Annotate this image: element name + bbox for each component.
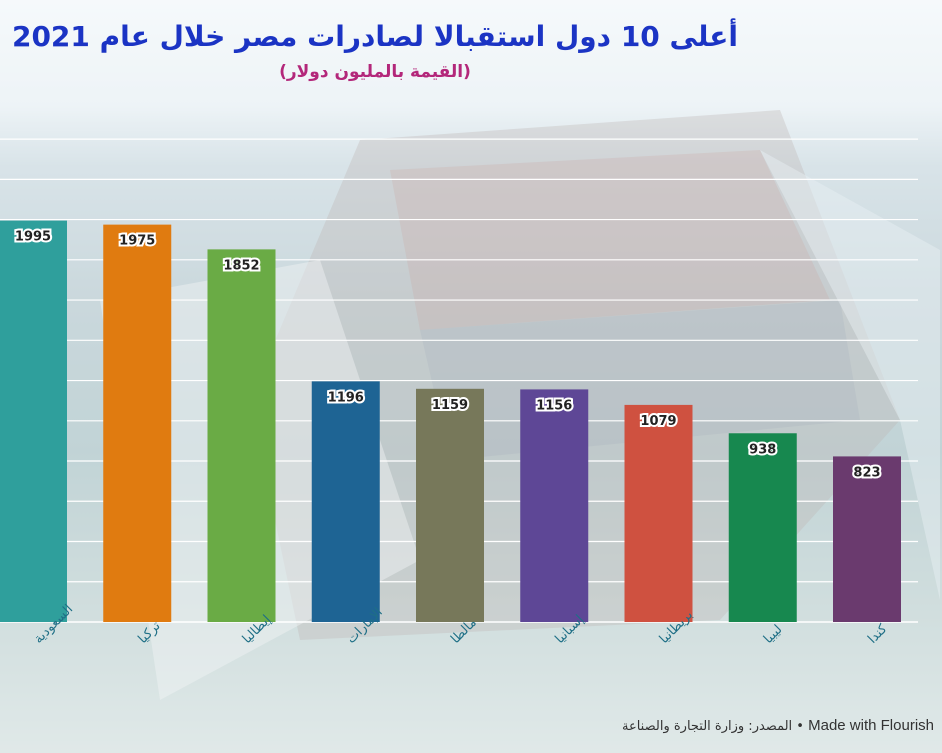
- source-note: المصدر: وزارة التجارة والصناعة: [621, 719, 793, 734]
- data-label: 1079: [640, 414, 676, 429]
- chart-subtitle: (القيمة بالمليون دولار): [279, 62, 471, 82]
- data-label: 1995: [15, 230, 51, 245]
- bar[interactable]: [311, 381, 380, 622]
- category-tick-label: كندا: [865, 621, 891, 647]
- data-label: 938: [749, 442, 776, 457]
- bar[interactable]: [624, 404, 693, 622]
- category-tick-label: ليبيا: [761, 622, 786, 647]
- bar[interactable]: [520, 389, 589, 622]
- bar[interactable]: [416, 388, 484, 622]
- data-label: 1975: [119, 234, 155, 249]
- bar[interactable]: [728, 433, 797, 622]
- data-label: 1852: [223, 258, 259, 273]
- made-with-flourish-link[interactable]: Made with Flourish: [808, 717, 934, 734]
- bar[interactable]: [833, 456, 901, 622]
- data-label: 1196: [328, 390, 364, 405]
- data-label: 1156: [536, 398, 572, 413]
- footer-separator: •: [796, 719, 804, 734]
- bar[interactable]: [103, 224, 172, 622]
- bar[interactable]: [207, 249, 276, 622]
- data-label: 1159: [432, 398, 468, 413]
- footer: المصدر: وزارة التجارة والصناعة • Made wi…: [622, 717, 934, 734]
- chart-title: أعلى 10 دول استقبالا لصادرات مصر خلال عا…: [11, 20, 739, 53]
- data-label: 823: [853, 465, 880, 480]
- bar[interactable]: [0, 220, 67, 622]
